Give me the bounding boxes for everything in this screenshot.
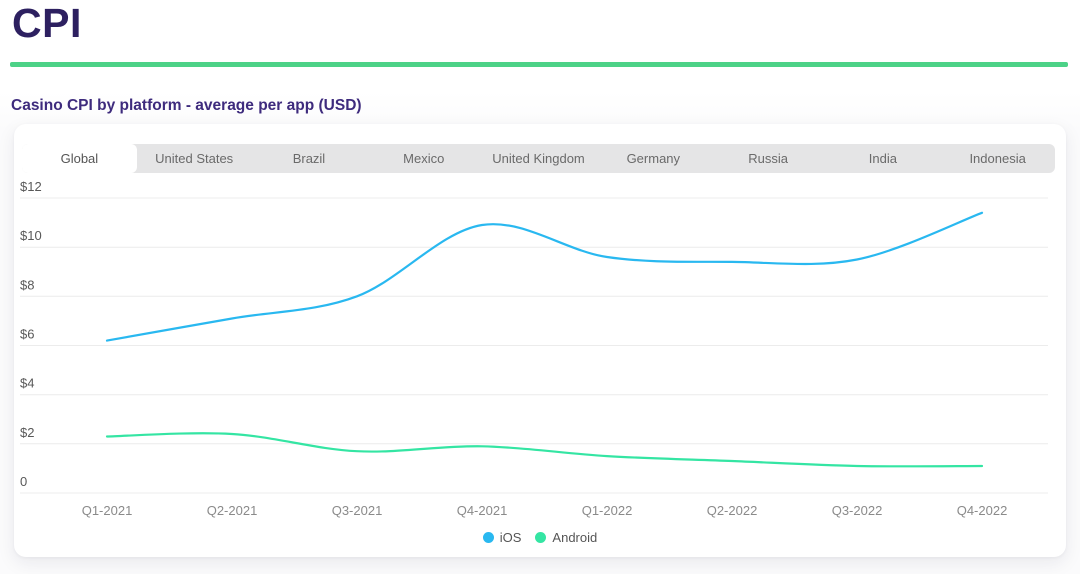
chart-legend: iOS Android xyxy=(14,530,1066,545)
accent-divider xyxy=(10,62,1068,67)
x-tick-label: Q1-2022 xyxy=(582,503,633,518)
page-title: CPI xyxy=(12,0,82,46)
legend-dot-icon xyxy=(535,532,547,543)
chart-card: Global United States Brazil Mexico United Ki… xyxy=(14,124,1066,557)
legend-dot-icon xyxy=(482,532,494,543)
x-tick-label: Q2-2022 xyxy=(707,503,758,518)
y-tick-label: $12 xyxy=(20,179,42,194)
x-tick-label: Q2-2021 xyxy=(207,503,258,518)
y-tick-label: 0 xyxy=(20,474,27,489)
series-line-android xyxy=(105,432,984,468)
x-tick-label: Q4-2022 xyxy=(957,503,1008,518)
tab-indonesia[interactable]: Indonesia xyxy=(969,151,1026,166)
y-tick-label: $4 xyxy=(20,376,34,391)
tab-mexico[interactable]: Mexico xyxy=(403,151,445,166)
tab-united-states[interactable]: United States xyxy=(155,151,234,166)
series-line-ios xyxy=(105,211,984,342)
legend-item-android[interactable]: Android xyxy=(535,530,597,545)
cpi-line-chart: $12 $10 $8 $6 $4 $2 0 Q1-2021 Q2-2021 Q3-2021 Q4-2… xyxy=(20,179,1048,518)
y-tick-label: $8 xyxy=(20,277,34,292)
x-tick-label: Q3-2022 xyxy=(832,503,883,518)
tab-global[interactable]: Global xyxy=(22,144,137,173)
chart-subtitle: Casino CPI by platform - average per app… xyxy=(11,97,362,114)
tab-brazil[interactable]: Brazil xyxy=(292,151,326,166)
x-tick-label: Q3-2021 xyxy=(332,503,383,518)
tab-germany[interactable]: Germany xyxy=(626,151,681,166)
tab-india[interactable]: India xyxy=(868,151,897,166)
legend-label: Android xyxy=(552,530,598,545)
legend-item-ios[interactable]: iOS xyxy=(482,530,522,545)
x-tick-label: Q4-2021 xyxy=(457,503,508,518)
tab-united-kingdom[interactable]: United Kingdom xyxy=(492,151,585,166)
y-tick-label: $10 xyxy=(20,228,42,243)
y-tick-label: $6 xyxy=(20,327,34,342)
y-tick-label: $2 xyxy=(20,425,34,440)
legend-label: iOS xyxy=(499,530,522,545)
tab-russia[interactable]: Russia xyxy=(748,151,788,166)
x-tick-label: Q1-2021 xyxy=(82,503,133,518)
country-tabs: Global United States Brazil Mexico United Ki… xyxy=(22,144,1055,173)
